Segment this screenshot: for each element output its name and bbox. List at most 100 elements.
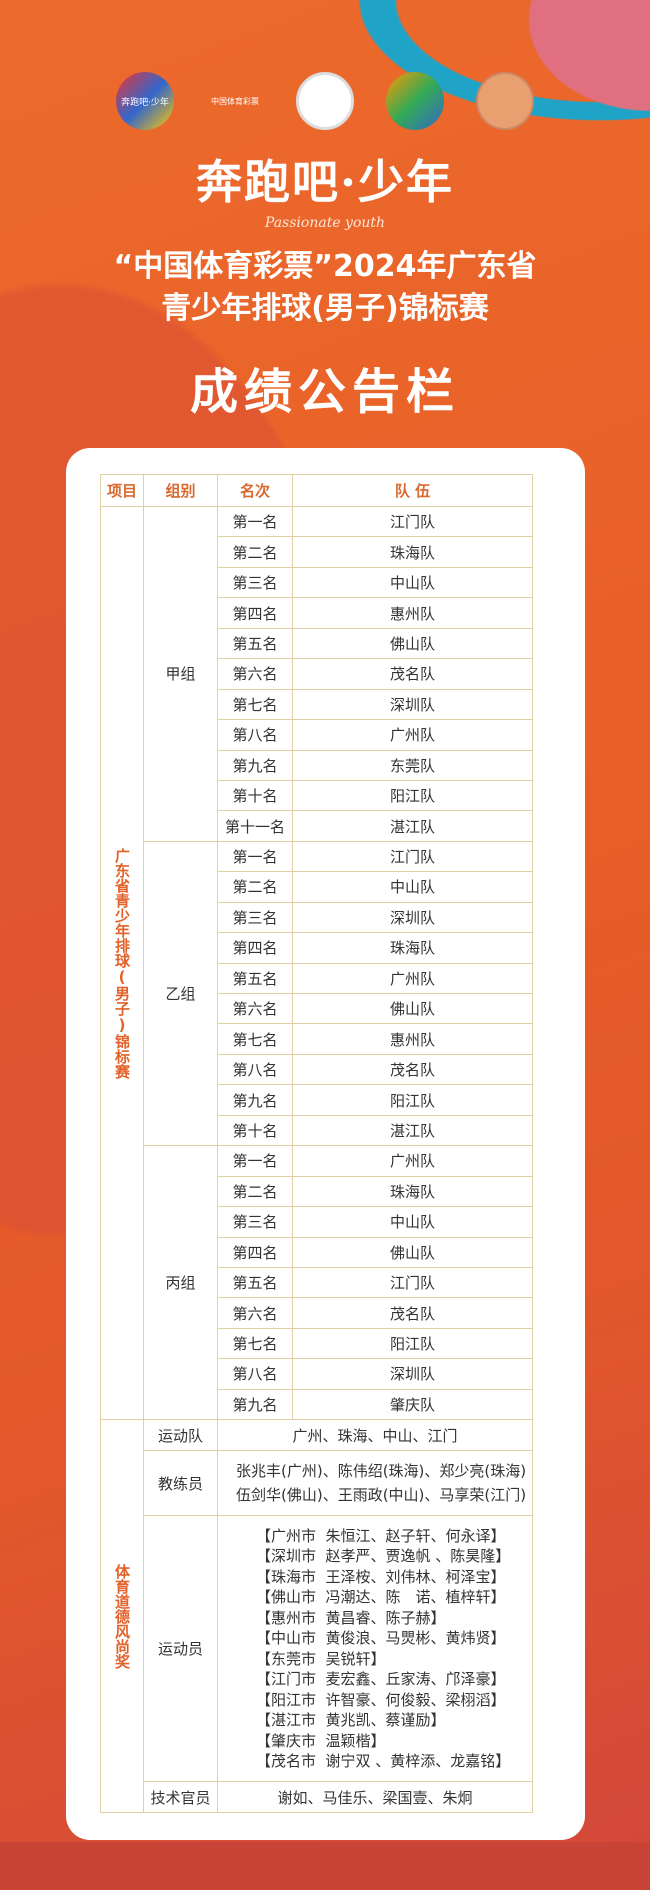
slogan-english: Passionate youth — [264, 215, 386, 231]
rank-cell: 第三名 — [217, 901, 293, 934]
header-group: 组别 — [143, 474, 218, 507]
table-row: 第三名 中山队 — [101, 1206, 533, 1238]
header-team: 队 伍 — [292, 474, 533, 507]
team-cell: 茂名队 — [292, 1053, 533, 1086]
event-title-line1: “中国体育彩票”2024年广东省 — [113, 249, 537, 284]
athletes-value: 【广州市 朱恒江、赵子轩、何永译】 【深圳市 赵孝严、贾逸帆 、陈昊隆】 【珠海市 … — [217, 1515, 533, 1783]
team-cell: 广州队 — [292, 962, 533, 995]
table-row: 第五名 江门队 — [101, 1266, 533, 1299]
results-table: 项目 组别 名次 队 伍 广东省青少年排球(男子)锦标赛 甲组 第一名 江门队 第二名珠… — [100, 474, 533, 1814]
team-cell: 广州队 — [292, 719, 533, 751]
event-name: 广东省青少年排球(男子)锦标赛 — [113, 847, 131, 1079]
athlete-line: 【佛山市 冯潮达、陈 诺、植梓轩】 — [256, 1588, 506, 1607]
team-cell: 中山队 — [292, 871, 533, 903]
team-cell: 茂名队 — [292, 1297, 533, 1329]
award-officials-row: 技术官员 谢如、马佳乐、梁国壹、朱炯 — [101, 1781, 533, 1814]
teams-label: 运动队 — [143, 1419, 218, 1452]
rank-cell: 第五名 — [217, 627, 293, 660]
group-cell: 乙组 — [143, 840, 218, 1147]
rank-cell: 第十一名 — [217, 810, 293, 842]
board-title: 成绩公告栏 — [189, 364, 460, 420]
coaches-label: 教练员 — [143, 1450, 218, 1517]
rank-cell: 第八名 — [217, 719, 293, 751]
team-cell: 广州队 — [292, 1145, 533, 1177]
table-row: 第十名 阳江队 — [101, 779, 533, 812]
officials-label: 技术官员 — [143, 1781, 218, 1814]
table-header-row: 项目 组别 名次 队 伍 — [100, 474, 533, 507]
china-sports-lottery-logo: 中国体育彩票 — [206, 72, 264, 130]
team-cell: 珠海队 — [292, 1175, 533, 1208]
rank-cell: 第十名 — [217, 779, 293, 812]
header-rank: 名次 — [217, 474, 293, 507]
team-cell: 阳江队 — [292, 1084, 533, 1116]
athlete-line: 【阳江市 许智豪、何俊毅、梁栩滔】 — [256, 1690, 506, 1709]
rank-cell: 第六名 — [217, 658, 293, 690]
coach-line: 张兆丰(广州)、陈伟绍(珠海)、郑少亮(珠海) — [236, 1462, 527, 1481]
rank-cell: 第五名 — [217, 962, 293, 995]
athlete-line: 【惠州市 黄昌睿、陈子赫】 — [256, 1608, 446, 1627]
table-row: 第六名 茂名队 — [101, 1297, 533, 1329]
logo-text: 奔跑吧·少年 — [121, 97, 169, 108]
rank-cell: 第八名 — [217, 1358, 293, 1390]
team-cell: 湛江队 — [292, 810, 533, 842]
rank-cell: 第七名 — [217, 688, 293, 721]
athlete-line: 【茂名市 谢宁双 、黄梓添、龙嘉铭】 — [256, 1752, 511, 1771]
athlete-line: 【肇庆市 温颖楷】 — [256, 1731, 386, 1750]
group-cell: 丙组 — [143, 1145, 218, 1421]
rank-cell: 第三名 — [217, 566, 293, 599]
rank-cell: 第一名 — [217, 1145, 293, 1177]
athlete-line: 【湛江市 黄兆凯、蔡谨励】 — [256, 1711, 446, 1730]
athlete-line: 【珠海市 王泽桉、刘伟林、柯泽宝】 — [256, 1567, 506, 1586]
rank-cell: 第八名 — [217, 1053, 293, 1086]
team-cell: 佛山队 — [292, 992, 533, 1025]
rank-cell: 第四名 — [217, 1236, 293, 1268]
rank-cell: 第一名 — [217, 840, 293, 873]
table-row: 第二名 珠海队 — [101, 1175, 533, 1208]
team-cell: 江门队 — [292, 1266, 533, 1299]
table-row: 第七名 阳江队 — [101, 1327, 533, 1360]
rank-cell: 第九名 — [217, 1388, 293, 1421]
rank-cell: 第十名 — [217, 1114, 293, 1147]
rank-cell: 第五名 — [217, 1266, 293, 1299]
team-cell: 江门队 — [292, 505, 533, 538]
rank-cell: 第二名 — [217, 871, 293, 903]
table-row: 第七名 深圳队 — [101, 688, 533, 721]
rank-cell: 第九名 — [217, 749, 293, 781]
sponsor-logos: 奔跑吧·少年 中国体育彩票 — [0, 72, 650, 130]
award-cell: 体育道德风尚奖 — [100, 1419, 144, 1814]
rank-cell: 第六名 — [217, 992, 293, 1025]
athletes-label: 运动员 — [143, 1515, 218, 1783]
table-row: 第十一名 湛江队 — [101, 810, 533, 842]
team-cell: 珠海队 — [292, 932, 533, 964]
team-cell: 惠州队 — [292, 597, 533, 629]
table-row: 第八名 广州队 — [101, 719, 533, 751]
happy-run-logo: 奔跑吧·少年 — [116, 72, 174, 130]
award-name: 体育道德风尚奖 — [113, 1563, 131, 1669]
team-cell: 惠州队 — [292, 1023, 533, 1055]
rank-cell: 第三名 — [217, 1206, 293, 1238]
table-row: 第六名 茂名队 — [101, 658, 533, 690]
coach-line: 伍剑华(佛山)、王雨政(中山)、马享荣(江门) — [236, 1486, 527, 1505]
athlete-line: 【江门市 麦宏鑫、丘家涛、邝泽豪】 — [256, 1670, 506, 1689]
table-row: 第九名 肇庆队 — [101, 1388, 533, 1421]
rank-cell: 第一名 — [217, 505, 293, 538]
volleyball-association-logo — [386, 72, 444, 130]
team-cell: 肇庆队 — [292, 1388, 533, 1421]
rank-cell: 第七名 — [217, 1327, 293, 1360]
athlete-line: 【东莞市 吴锐轩】 — [256, 1649, 386, 1668]
table-row: 第五名 佛山队 — [101, 627, 533, 660]
team-cell: 深圳队 — [292, 901, 533, 934]
rank-cell: 第九名 — [217, 1084, 293, 1116]
teams-value: 广州、珠海、中山、江门 — [217, 1419, 533, 1452]
table-row: 丙组 第一名 广州队 — [101, 1145, 533, 1421]
coaches-value: 张兆丰(广州)、陈伟绍(珠海)、郑少亮(珠海) 伍剑华(佛山)、王雨政(中山)、马… — [217, 1450, 533, 1517]
association-seal-logo — [296, 72, 354, 130]
team-cell: 东莞队 — [292, 749, 533, 781]
table-row: 第四名 佛山队 — [101, 1236, 533, 1268]
table-row: 第九名 东莞队 — [101, 749, 533, 781]
table-row: 乙组 第一名 江门队 — [101, 840, 533, 1147]
athlete-line: 【深圳市 赵孝严、贾逸帆 、陈昊隆】 — [256, 1547, 511, 1566]
team-cell: 阳江队 — [292, 779, 533, 812]
rank-cell: 第六名 — [217, 1297, 293, 1329]
sports-bureau-logo — [476, 72, 534, 130]
